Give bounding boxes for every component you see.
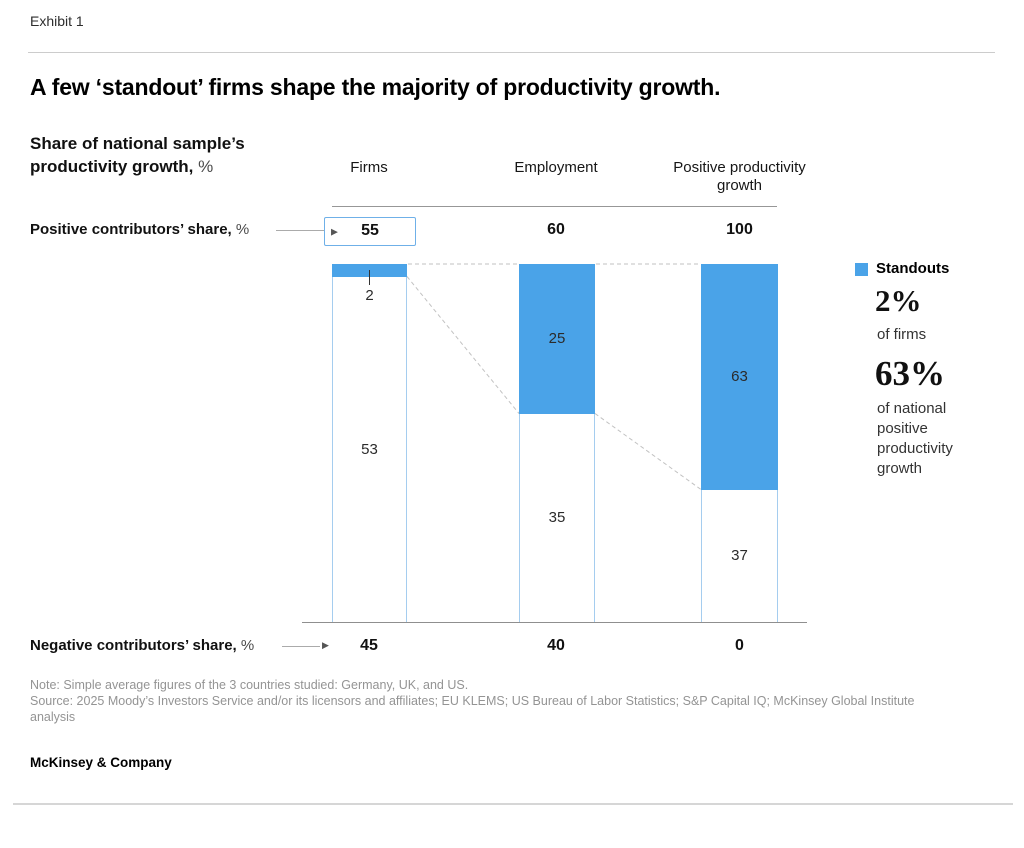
chart-title: A few ‘standout’ firms shape the majorit…	[30, 74, 721, 100]
bar-positive-productivity-growth-rest-value: 37	[731, 547, 748, 564]
brand-signature: McKinsey & Company	[30, 755, 172, 770]
negative-share-row-label: Negative contributors’ share, %	[30, 637, 255, 654]
bar-employment-rest-segment	[519, 413, 595, 623]
positive-share-row-label: Positive contributors’ share, %	[30, 221, 250, 238]
arrow-right-icon: ▶	[331, 226, 338, 236]
positive-share-connector-line	[276, 230, 324, 231]
y-axis-title-text: Share of national sample’s productivity …	[30, 134, 245, 176]
source-text: Source: 2025 Moody’s Investors Service a…	[30, 694, 915, 724]
positive-share-value-firms: 55	[361, 222, 379, 239]
legend-swatch-standouts	[855, 263, 868, 276]
bar-firms-standouts-value: 2	[365, 286, 374, 304]
bar-positive-productivity-growth-standouts-value: 63	[731, 367, 748, 385]
negative-share-value-firms: 45	[360, 637, 378, 654]
bar-firms-rest-segment	[332, 276, 407, 623]
bar-positive-productivity-growth-standouts-segment	[701, 263, 778, 490]
bar-employment-standouts-value: 25	[548, 329, 566, 347]
positive-share-value-employment: 60	[547, 221, 565, 238]
callout-desc-growth: of national positive productivity growth	[877, 400, 953, 477]
bottom-divider	[13, 803, 1013, 805]
footnote-block: Note: Simple average figures of the 3 co…	[30, 677, 960, 725]
column-header-positive-productivity-growth: Positive productivity growth	[673, 159, 806, 194]
bar-firms-callout-tick	[368, 269, 371, 285]
negative-share-value-growth: 0	[735, 637, 744, 654]
arrow-right-icon: ▶	[322, 640, 329, 650]
note-text: Note: Simple average figures of the 3 co…	[30, 678, 469, 692]
negative-share-value-employment: 40	[547, 637, 565, 654]
bar-employment-rest-value: 35	[548, 509, 566, 526]
positive-share-value-growth: 100	[726, 221, 753, 238]
top-divider	[28, 52, 995, 53]
callout-stat-firms: 2%	[875, 283, 922, 318]
column-header-underline	[332, 206, 777, 207]
baseline-axis	[302, 622, 807, 623]
bar-positive-productivity-growth-rest-segment	[701, 489, 778, 623]
legend-label-standouts: Standouts	[876, 260, 950, 277]
callout-stat-growth: 63%	[875, 354, 945, 393]
bar-employment-standouts-segment	[519, 263, 595, 414]
negative-share-connector-line	[282, 646, 320, 647]
dashed-connector-line	[594, 413, 702, 490]
exhibit-label: Exhibit 1	[30, 13, 84, 29]
dashed-connector-line	[406, 276, 520, 414]
y-axis-title: Share of national sample’s productivity …	[30, 132, 302, 178]
highlighted-value-box: ▶ 55	[324, 217, 416, 246]
column-header-firms: Firms	[350, 159, 388, 176]
callout-desc-firms: of firms	[877, 326, 927, 343]
column-header-employment: Employment	[514, 159, 598, 176]
y-axis-unit: %	[198, 157, 214, 176]
bar-firms-rest-value: 53	[361, 440, 378, 458]
